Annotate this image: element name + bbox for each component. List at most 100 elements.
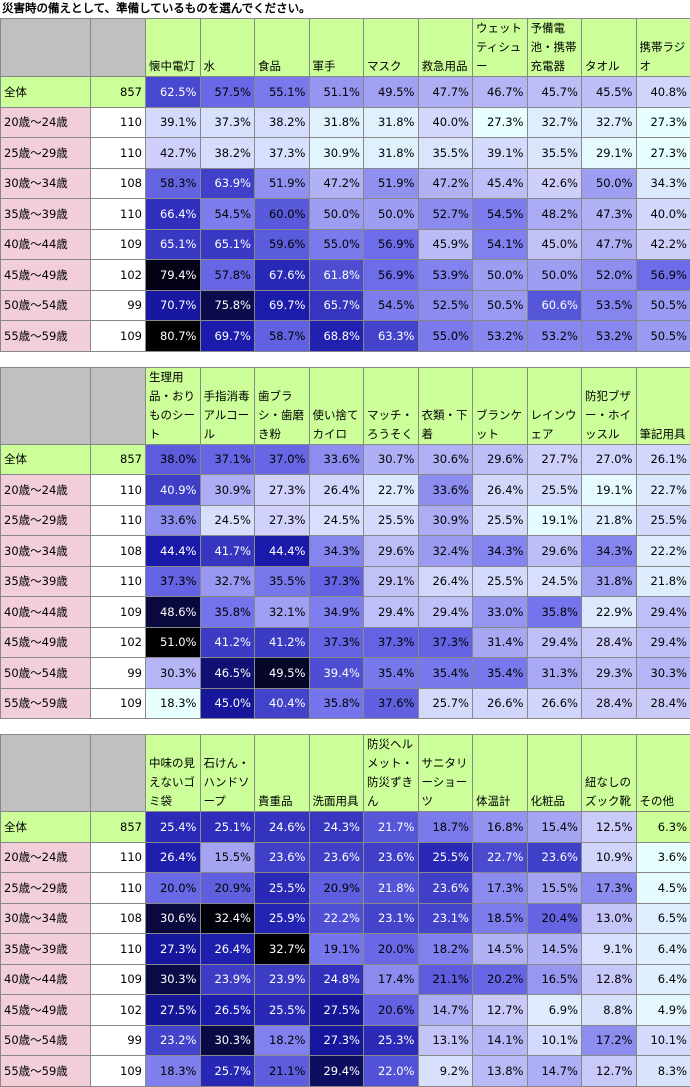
- corner: [1, 735, 91, 812]
- cell: 39.1%: [146, 107, 201, 138]
- cell: 57.8%: [200, 260, 255, 291]
- cell: 29.4%: [636, 597, 690, 628]
- cell: 37.6%: [364, 688, 419, 719]
- header-row: 生理用品・おりものシート手指消毒アルコール歯ブラシ・歯磨き粉使い捨てカイロマッチ…: [1, 367, 690, 444]
- cell: 12.5%: [582, 812, 637, 843]
- cell: 50.5%: [636, 290, 690, 321]
- cell: 28.4%: [582, 688, 637, 719]
- cell: 51.9%: [364, 168, 419, 199]
- cell: 18.2%: [418, 934, 473, 965]
- cell: 29.4%: [309, 1056, 364, 1087]
- cell: 33.6%: [309, 444, 364, 475]
- column-header: 生理用品・おりものシート: [146, 367, 201, 444]
- sample-size: 102: [91, 995, 146, 1026]
- cell: 38.0%: [146, 444, 201, 475]
- cell: 23.1%: [364, 903, 419, 934]
- cell: 33.6%: [418, 475, 473, 506]
- sample-size: 108: [91, 903, 146, 934]
- cell: 22.9%: [582, 597, 637, 628]
- cell: 24.8%: [309, 964, 364, 995]
- row-label: 55歳～59歳: [1, 688, 91, 719]
- cell: 50.0%: [473, 260, 528, 291]
- cell: 22.2%: [636, 536, 690, 567]
- cell: 13.1%: [418, 1025, 473, 1056]
- row-label: 全体: [1, 444, 91, 475]
- cell: 35.5%: [255, 566, 310, 597]
- column-header: ブランケット: [473, 367, 528, 444]
- cell: 68.8%: [309, 321, 364, 352]
- column-header: 歯ブラシ・歯磨き粉: [255, 367, 310, 444]
- cell: 50.0%: [527, 260, 582, 291]
- cell: 28.4%: [582, 627, 637, 658]
- sample-size: 109: [91, 229, 146, 260]
- column-header: 使い捨てカイロ: [309, 367, 364, 444]
- cell: 50.5%: [473, 290, 528, 321]
- table: 中味の見えないゴミ袋石けん・ハンドソープ貴重品洗面用具防災ヘルメット・防災ずきん…: [0, 734, 690, 1087]
- cell: 6.5%: [636, 903, 690, 934]
- corner: [1, 19, 91, 77]
- cell: 53.9%: [418, 260, 473, 291]
- cell: 67.6%: [255, 260, 310, 291]
- column-header: 懐中電灯: [146, 19, 201, 77]
- cell: 9.1%: [582, 934, 637, 965]
- table: 懐中電灯水食品軍手マスク救急用品ウェットティシュー予備電池・携帯充電器タオル携帯…: [0, 18, 690, 352]
- sample-size: 110: [91, 475, 146, 506]
- cell: 8.8%: [582, 995, 637, 1026]
- cell: 69.7%: [200, 321, 255, 352]
- sample-size: 110: [91, 566, 146, 597]
- cell: 69.7%: [255, 290, 310, 321]
- column-header: 予備電池・携帯充電器: [527, 19, 582, 77]
- cell: 29.1%: [582, 138, 637, 169]
- cell: 30.9%: [418, 505, 473, 536]
- cell: 62.5%: [146, 77, 201, 108]
- cell: 22.2%: [309, 903, 364, 934]
- cell: 37.3%: [146, 566, 201, 597]
- cell: 26.4%: [473, 475, 528, 506]
- cell: 24.5%: [527, 566, 582, 597]
- cell: 26.5%: [200, 995, 255, 1026]
- cell: 37.3%: [255, 138, 310, 169]
- row-label: 50歳～54歳: [1, 290, 91, 321]
- cell: 17.2%: [582, 1025, 637, 1056]
- column-header: 貴重品: [255, 735, 310, 812]
- header-row: 懐中電灯水食品軍手マスク救急用品ウェットティシュー予備電池・携帯充電器タオル携帯…: [1, 19, 690, 77]
- cell: 29.4%: [418, 597, 473, 628]
- row-label: 50歳～54歳: [1, 1025, 91, 1056]
- sample-size: 102: [91, 260, 146, 291]
- cell: 50.5%: [636, 321, 690, 352]
- cell: 19.1%: [527, 505, 582, 536]
- cell: 53.2%: [473, 321, 528, 352]
- column-header: タオル: [582, 19, 637, 77]
- cell: 45.0%: [527, 229, 582, 260]
- cell: 37.3%: [418, 627, 473, 658]
- cell: 31.8%: [582, 566, 637, 597]
- cell: 25.7%: [418, 688, 473, 719]
- corner: [91, 735, 146, 812]
- cell: 50.0%: [309, 199, 364, 230]
- cell: 20.9%: [309, 873, 364, 904]
- cell: 26.4%: [146, 842, 201, 873]
- cell: 57.5%: [200, 77, 255, 108]
- cell: 47.3%: [582, 199, 637, 230]
- cell: 33.6%: [146, 505, 201, 536]
- row-label: 全体: [1, 812, 91, 843]
- cell: 49.5%: [364, 77, 419, 108]
- cell: 6.4%: [636, 934, 690, 965]
- cell: 24.5%: [309, 505, 364, 536]
- cell: 29.4%: [636, 627, 690, 658]
- cell: 32.7%: [200, 566, 255, 597]
- cell: 40.4%: [255, 688, 310, 719]
- sample-size: 99: [91, 290, 146, 321]
- cell: 12.8%: [582, 964, 637, 995]
- cell: 35.4%: [473, 658, 528, 689]
